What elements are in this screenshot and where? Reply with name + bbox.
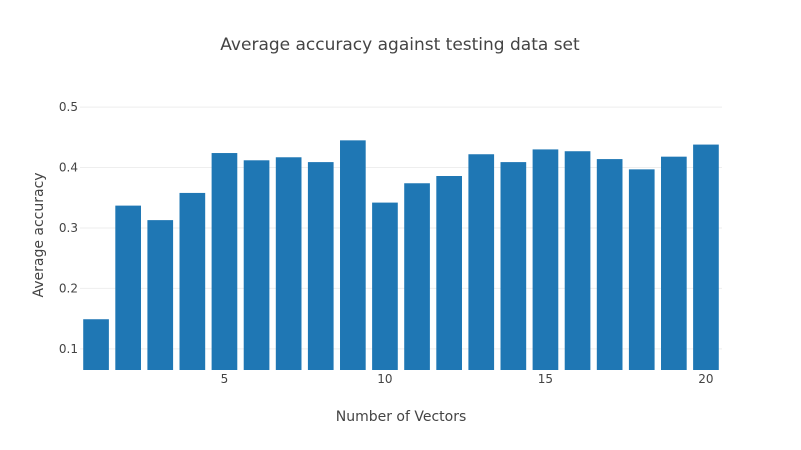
chart-title: Average accuracy against testing data se… — [220, 35, 580, 55]
bar — [340, 140, 366, 370]
y-tick-label: 0.4 — [59, 161, 78, 175]
bar — [243, 160, 270, 370]
bar — [211, 153, 238, 370]
bar — [564, 151, 591, 370]
y-tick-labels: 0.1 0.2 0.3 0.4 0.5 — [59, 100, 78, 356]
bar — [179, 192, 206, 370]
bar — [404, 183, 430, 370]
bar — [275, 157, 302, 370]
x-tick-labels: 5 10 15 20 — [221, 372, 714, 386]
y-axis-title: Average accuracy — [31, 172, 47, 297]
bar — [147, 220, 174, 370]
bar — [115, 205, 141, 370]
bar — [436, 176, 462, 370]
y-tick-label: 0.3 — [59, 221, 78, 235]
bar — [596, 159, 623, 370]
bar — [468, 154, 495, 370]
x-axis-title: Number of Vectors — [336, 409, 467, 425]
x-tick-label: 5 — [221, 372, 229, 386]
bar — [661, 156, 687, 370]
y-tick-label: 0.5 — [59, 100, 78, 114]
bar — [83, 319, 109, 370]
x-tick-label: 20 — [698, 372, 713, 386]
x-tick-label: 15 — [538, 372, 553, 386]
bar — [372, 202, 398, 370]
y-tick-label: 0.1 — [59, 342, 78, 356]
bar — [307, 162, 334, 370]
bar — [500, 162, 527, 370]
x-tick-label: 10 — [377, 372, 392, 386]
bar — [693, 144, 719, 370]
bar — [628, 169, 655, 370]
bars — [83, 140, 719, 370]
gridlines — [80, 106, 722, 350]
bar — [532, 149, 559, 370]
y-tick-label: 0.2 — [59, 281, 78, 295]
